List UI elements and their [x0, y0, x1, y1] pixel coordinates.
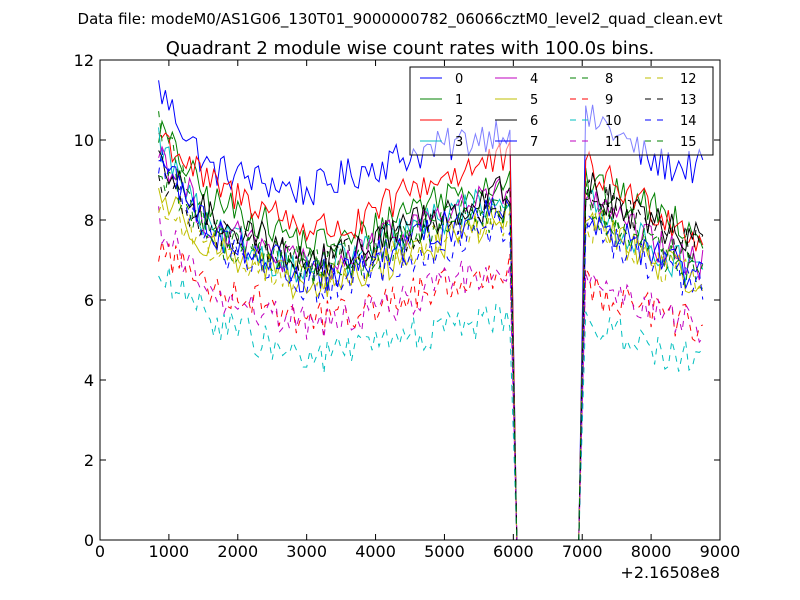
legend-label-6: 6	[530, 114, 538, 129]
legend-label-2: 2	[455, 114, 463, 129]
legend-label-4: 4	[530, 72, 538, 87]
chart-title: Quadrant 2 module wise count rates with …	[166, 38, 655, 59]
legend-label-11: 11	[605, 135, 622, 150]
series-line-13	[158, 175, 704, 541]
series-line-12	[158, 200, 704, 541]
legend-label-13: 13	[680, 93, 697, 108]
legend-label-5: 5	[530, 93, 538, 108]
series-line-15	[158, 171, 704, 541]
series-line-9	[158, 240, 704, 541]
x-tick-label: 8000	[631, 542, 672, 561]
legend-label-14: 14	[680, 114, 697, 129]
x-tick-label: 9000	[700, 542, 741, 561]
chart-suptitle: Data file: modeM0/AS1G06_130T01_90000007…	[78, 10, 723, 29]
y-tick-label: 10	[74, 131, 94, 150]
x-tick-label: 3000	[286, 542, 327, 561]
series-line-6	[158, 150, 704, 541]
legend-label-15: 15	[680, 135, 697, 150]
plot-lines	[158, 80, 704, 541]
legend-label-8: 8	[605, 72, 613, 87]
series-line-14	[158, 149, 704, 541]
y-tick-label: 12	[74, 51, 94, 70]
series-line-1	[158, 119, 704, 541]
legend-label-9: 9	[605, 93, 613, 108]
series-line-5	[158, 187, 704, 541]
legend-label-10: 10	[605, 114, 622, 129]
series-line-10	[158, 266, 704, 541]
x-tick-label: 5000	[424, 542, 465, 561]
legend-label-12: 12	[680, 72, 697, 87]
series-line-3	[158, 127, 704, 541]
legend-label-3: 3	[455, 135, 463, 150]
series-line-2	[158, 132, 704, 541]
x-tick-label: 7000	[562, 542, 603, 561]
x-tick-label: 4000	[355, 542, 396, 561]
legend-label-1: 1	[455, 93, 463, 108]
y-tick-label: 6	[84, 291, 94, 310]
x-tick-label: 2000	[217, 542, 258, 561]
x-tick-label: 0	[95, 542, 105, 561]
x-tick-label: 6000	[493, 542, 534, 561]
y-tick-label: 8	[84, 211, 94, 230]
y-tick-label: 0	[84, 531, 94, 550]
legend-label-0: 0	[455, 72, 463, 87]
y-tick-label: 4	[84, 371, 94, 390]
x-tick-label: 1000	[149, 542, 190, 561]
legend-box	[409, 66, 714, 156]
series-line-8	[158, 111, 703, 541]
legend-label-7: 7	[530, 135, 538, 150]
series-line-11	[158, 206, 704, 541]
axes: 0 1000 2000 3000 4000 5000 6000 7000 8000 9000 0 2 4…	[74, 51, 741, 561]
y-tick-label: 2	[84, 451, 94, 470]
x-offset-label: +2.16508e8	[620, 563, 720, 582]
